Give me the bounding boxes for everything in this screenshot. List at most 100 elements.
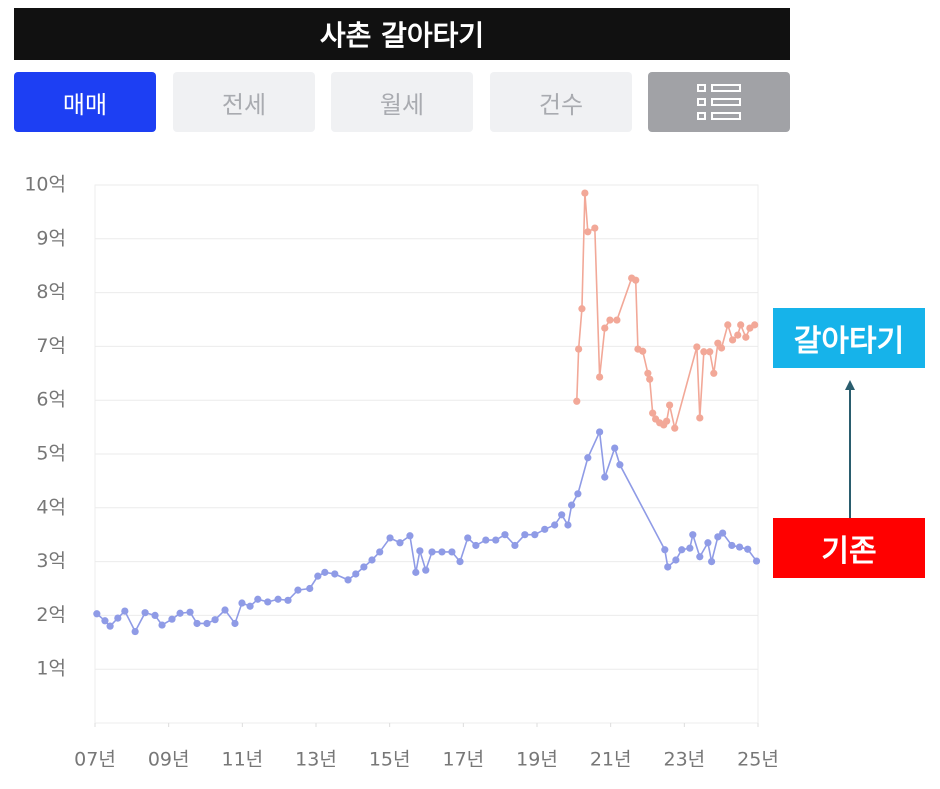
- data-point: [696, 414, 704, 422]
- data-point: [591, 224, 599, 232]
- data-point: [131, 627, 139, 636]
- data-point: [456, 558, 464, 566]
- y-tick-label: 7억: [36, 335, 66, 357]
- data-point: [314, 572, 322, 580]
- data-point: [203, 619, 211, 628]
- data-point: [321, 568, 329, 576]
- y-tick-label: 5억: [36, 443, 66, 465]
- header-title: 사촌 갈아타기: [14, 8, 790, 60]
- data-point: [578, 305, 586, 313]
- data-point: [360, 563, 368, 571]
- x-tick-label: 13년: [295, 749, 337, 771]
- y-tick-label: 3억: [36, 550, 66, 572]
- data-point: [584, 454, 592, 462]
- data-point: [428, 548, 436, 556]
- data-point: [482, 536, 490, 544]
- data-point: [573, 397, 581, 405]
- data-point: [558, 511, 566, 519]
- data-point: [492, 536, 500, 544]
- data-point: [412, 568, 420, 576]
- data-point: [438, 548, 446, 556]
- data-point: [422, 566, 430, 574]
- data-point: [114, 614, 122, 622]
- data-point: [521, 531, 529, 539]
- data-point: [678, 546, 686, 554]
- data-point: [575, 345, 583, 353]
- data-point: [406, 532, 414, 540]
- data-point: [710, 369, 718, 377]
- y-tick-label: 9억: [36, 227, 66, 249]
- data-point: [737, 321, 745, 329]
- data-point: [141, 609, 149, 617]
- data-point: [744, 545, 752, 553]
- x-tick-label: 23년: [663, 749, 705, 771]
- x-tick-label: 21년: [590, 749, 632, 771]
- data-point: [193, 619, 201, 628]
- data-point: [306, 584, 314, 593]
- tab[interactable]: 월세: [331, 72, 473, 132]
- series-line: [575, 193, 756, 429]
- data-point: [728, 541, 736, 550]
- data-point: [568, 501, 576, 509]
- data-point: [106, 622, 114, 630]
- data-point: [231, 619, 239, 628]
- data-point: [644, 369, 652, 377]
- data-point: [396, 539, 404, 547]
- data-point: [121, 607, 129, 615]
- data-point: [246, 602, 254, 610]
- data-point: [742, 333, 750, 341]
- data-point: [158, 621, 166, 629]
- tab[interactable]: 매매: [14, 72, 156, 132]
- data-point: [686, 544, 694, 552]
- data-point: [448, 548, 456, 556]
- data-point: [331, 570, 339, 578]
- data-point: [616, 461, 624, 469]
- data-point: [176, 609, 184, 617]
- data-point: [719, 529, 727, 537]
- x-tick-label: 17년: [442, 749, 484, 771]
- data-point: [551, 521, 559, 529]
- data-point: [541, 525, 549, 533]
- data-point: [752, 557, 761, 565]
- data-point: [639, 347, 647, 355]
- data-point: [735, 543, 744, 551]
- legend-label: 갈아타기: [773, 308, 925, 368]
- data-point: [101, 617, 109, 625]
- x-tick-label: 19년: [516, 749, 558, 771]
- data-point: [611, 444, 619, 452]
- tab[interactable]: 건수: [490, 72, 632, 132]
- data-point: [606, 316, 614, 324]
- arrow-head: [845, 380, 855, 390]
- data-point: [344, 576, 352, 584]
- data-point: [284, 596, 292, 604]
- data-point: [376, 548, 384, 556]
- data-point: [574, 490, 582, 498]
- data-point: [264, 598, 272, 606]
- data-point: [531, 531, 539, 539]
- data-point: [464, 534, 472, 542]
- data-point: [564, 521, 572, 529]
- data-point: [601, 324, 609, 332]
- data-point: [386, 534, 394, 542]
- x-tick-label: 11년: [221, 749, 263, 771]
- data-point: [584, 228, 592, 236]
- tab[interactable]: 전세: [173, 72, 315, 132]
- data-point: [501, 531, 509, 539]
- data-point: [689, 531, 697, 539]
- data-point: [661, 546, 669, 554]
- menu-button[interactable]: [648, 72, 790, 132]
- series-line: [96, 428, 758, 634]
- data-point: [696, 553, 704, 561]
- x-tick-label: 25년: [737, 749, 779, 771]
- y-tick-label: 10억: [24, 174, 66, 196]
- y-tick-label: 4억: [36, 496, 66, 518]
- data-point: [168, 615, 176, 623]
- data-point: [294, 586, 302, 594]
- data-point: [671, 424, 679, 432]
- data-point: [596, 428, 604, 436]
- data-point: [734, 331, 742, 339]
- x-tick-label: 15년: [369, 749, 411, 771]
- x-tick-label: 07년: [74, 749, 116, 771]
